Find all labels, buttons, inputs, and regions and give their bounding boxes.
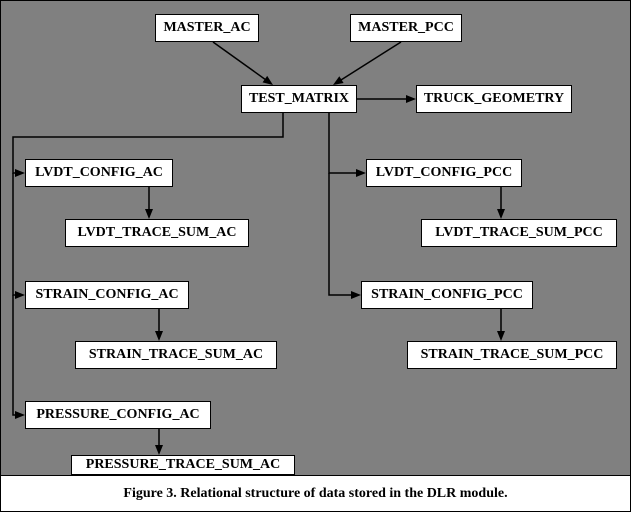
node-strain-trace-sum-ac: STRAIN_TRACE_SUM_AC (75, 341, 277, 369)
node-strain-config-pcc: STRAIN_CONFIG_PCC (361, 281, 533, 309)
node-lvdt-config-pcc: LVDT_CONFIG_PCC (366, 159, 522, 187)
node-lvdt-trace-sum-ac: LVDT_TRACE_SUM_AC (65, 219, 249, 247)
node-lvdt-config-ac: LVDT_CONFIG_AC (25, 159, 173, 187)
node-pressure-config-ac: PRESSURE_CONFIG_AC (25, 401, 211, 429)
node-master-ac: MASTER_AC (155, 14, 259, 42)
node-truck-geometry: TRUCK_GEOMETRY (416, 85, 572, 113)
node-pressure-trace-sum-ac: PRESSURE_TRACE_SUM_AC (71, 455, 295, 475)
diagram-canvas: MASTER_AC MASTER_PCC TEST_MATRIX TRUCK_GEOM… (0, 0, 631, 476)
node-lvdt-trace-sum-pcc: LVDT_TRACE_SUM_PCC (421, 219, 617, 247)
node-test-matrix: TEST_MATRIX (241, 85, 357, 113)
node-strain-trace-sum-pcc: STRAIN_TRACE_SUM_PCC (407, 341, 617, 369)
node-strain-config-ac: STRAIN_CONFIG_AC (25, 281, 189, 309)
node-master-pcc: MASTER_PCC (350, 14, 462, 42)
figure-caption: Figure 3. Relational structure of data s… (0, 476, 631, 512)
